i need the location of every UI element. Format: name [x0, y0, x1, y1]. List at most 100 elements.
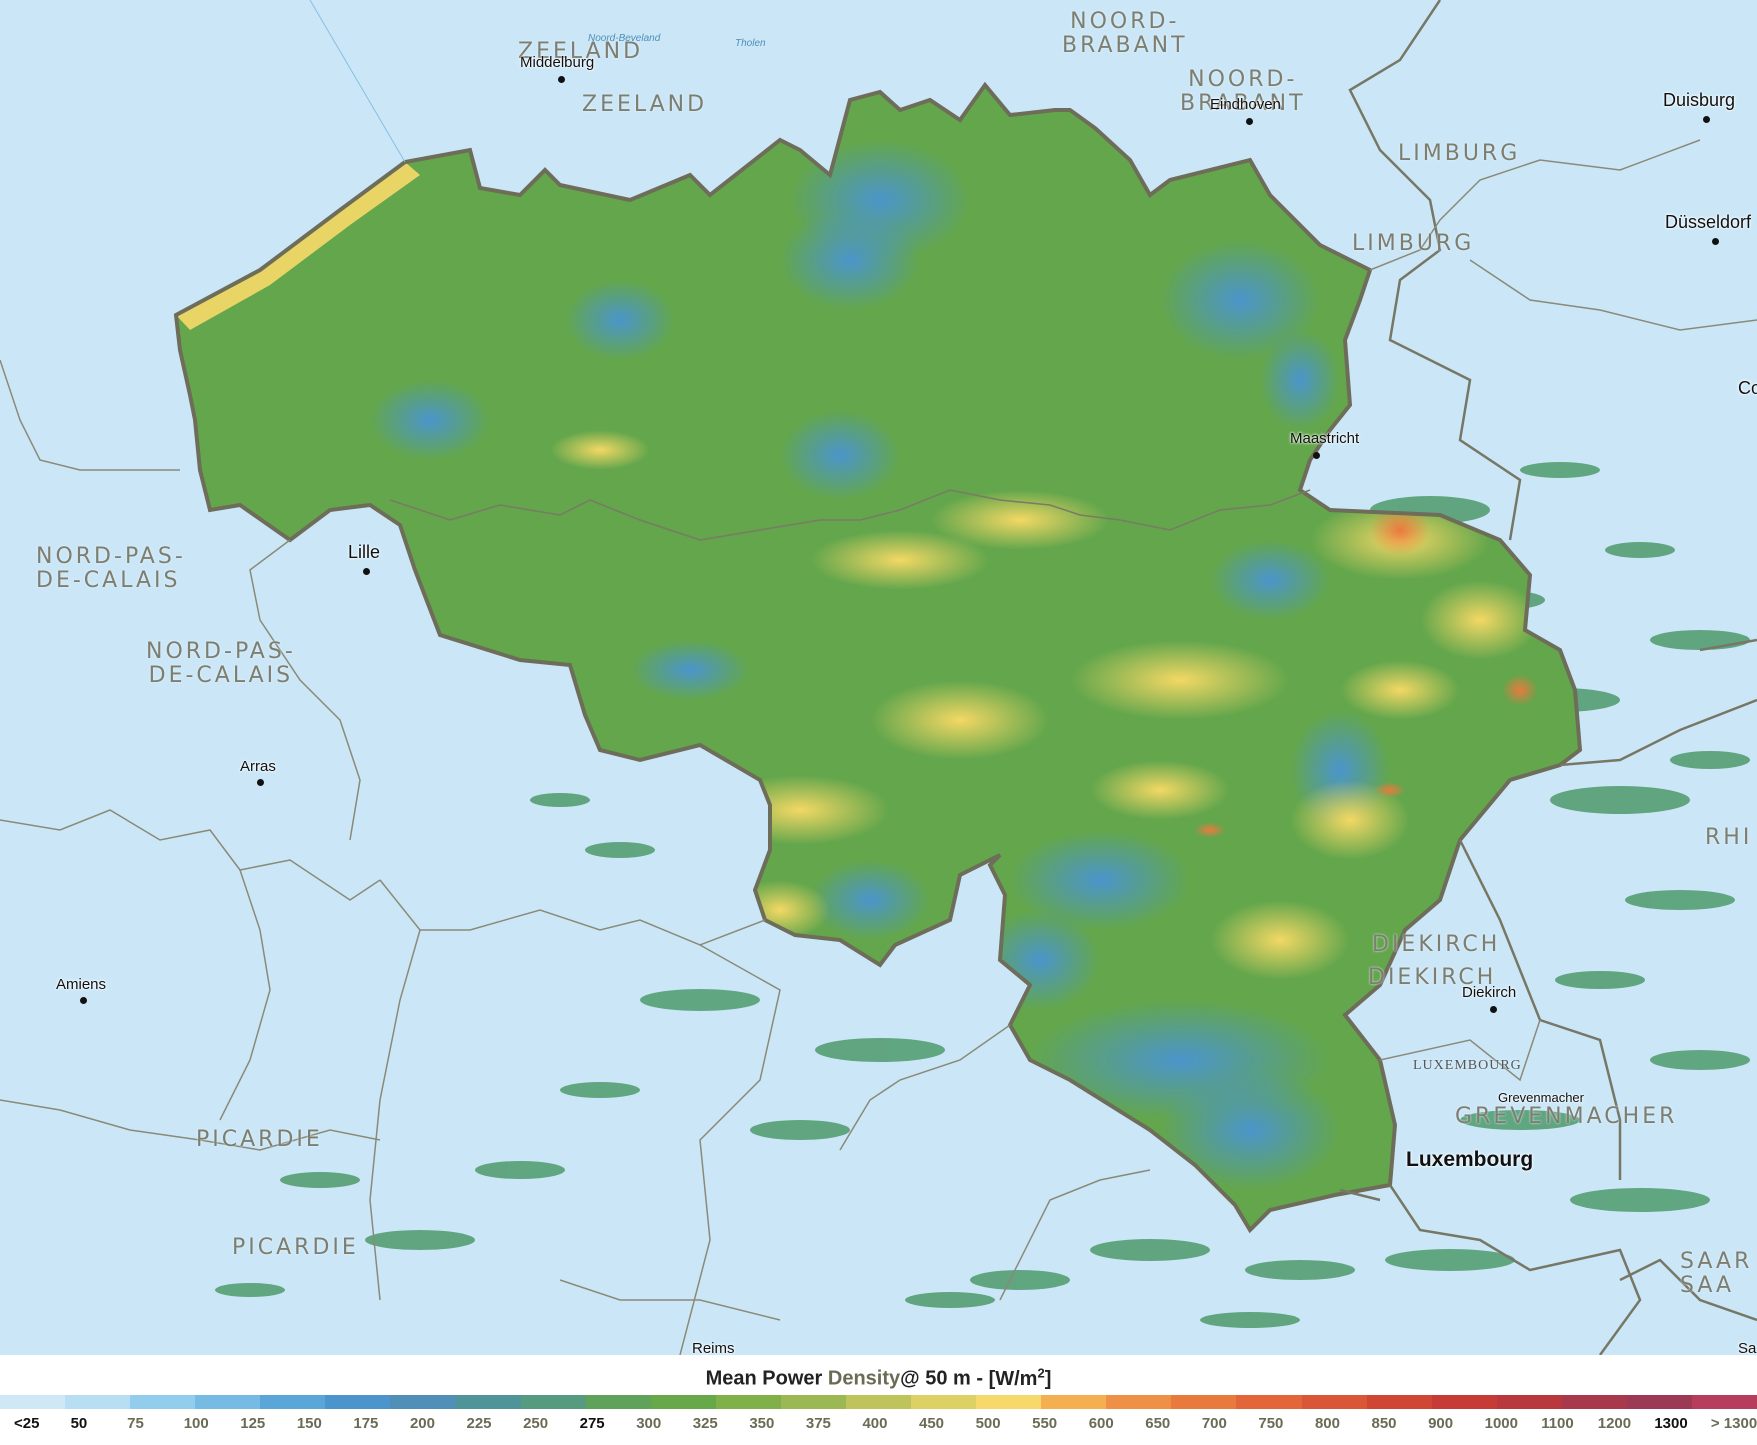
region-label-saar-edge: SAAR SAA [1680, 1249, 1753, 1299]
legend-tick-labels: <25 50 75 100 125 150 175 200 225 250 275 300 325 350… [0, 1415, 1757, 1435]
region-label-grevenmacher: GREVENMACHER [1455, 1104, 1678, 1129]
legend-swatch [1692, 1395, 1757, 1409]
region-label-limburg: LIMBURG [1352, 231, 1475, 256]
region-label-diekirch: DIEKIRCH [1372, 932, 1501, 957]
map-canvas [0, 0, 1757, 1355]
legend-tick-label: > 1300 [1710, 1415, 1757, 1432]
legend-title-part2: Density [827, 1367, 901, 1390]
region-label-picardie: PICARDIE [232, 1235, 359, 1260]
legend-title: Mean Power Density@ 50 m - [W/m2] [0, 1365, 1757, 1391]
legend-swatch [715, 1395, 781, 1409]
legend-swatch [1431, 1395, 1497, 1409]
city-middelburg: Middelburg [520, 54, 594, 83]
region-label-rhein-edge: RHI [1705, 825, 1753, 850]
region-label-nord-pas-de-calais: NORD-PAS- DE-CALAIS [36, 544, 186, 594]
city-arras: Arras [240, 758, 276, 786]
legend-tick-label: 200 [409, 1415, 435, 1432]
region-label-zeeland: ZEELAND [582, 92, 708, 117]
legend-tick-label: 450 [919, 1415, 945, 1432]
region-label-zeeland: ZEELAND [518, 39, 644, 64]
water-label-tholen: Tholen [735, 38, 766, 49]
legend-tick-label: 275 [579, 1415, 605, 1432]
legend-swatch [1366, 1395, 1432, 1409]
legend-tick-label: 225 [466, 1415, 492, 1432]
legend-swatch [260, 1395, 326, 1409]
legend-tick-label: 325 [692, 1415, 718, 1432]
belgium-border [173, 81, 1583, 1234]
legend-swatch [65, 1395, 131, 1409]
legend-swatch [1041, 1395, 1107, 1409]
region-label-luxembourg: LUXEMBOURG [1413, 1058, 1522, 1073]
province-borders [0, 139, 1757, 1355]
legend-swatch [1171, 1395, 1237, 1409]
legend: Mean Power Density@ 50 m - [W/m2] <25 50 7… [0, 1355, 1757, 1445]
legend-tick-label: 800 [1314, 1415, 1340, 1432]
legend-tick-label: 50 [70, 1415, 88, 1432]
wind-power-map[interactable]: ZEELAND ZEELAND NOORD- BRABANT NOORD- BR… [0, 0, 1757, 1355]
legend-swatch [976, 1395, 1042, 1409]
legend-tick-label: 400 [862, 1415, 888, 1432]
legend-tick-label: 1100 [1541, 1415, 1574, 1432]
legend-title-part1: Mean Power [705, 1367, 823, 1390]
region-label-noord-brabant: NOORD- BRABANT [1062, 9, 1188, 59]
regional-boundary [389, 489, 1311, 541]
legend-tick-label: 550 [1032, 1415, 1058, 1432]
legend-tick-label: 900 [1428, 1415, 1454, 1432]
legend-swatch [846, 1395, 912, 1409]
legend-tick-label: 125 [240, 1415, 266, 1432]
legend-swatch [195, 1395, 261, 1409]
legend-swatch [585, 1395, 651, 1409]
legend-swatch [780, 1395, 847, 1409]
city-sa-edge: Sa [1738, 1340, 1757, 1355]
legend-title-part3: @ 50 m - [900, 1367, 984, 1390]
legend-tick-label: 850 [1371, 1415, 1397, 1432]
legend-tick-label: 175 [353, 1415, 379, 1432]
city-eindhoven: Eindhoven [1210, 96, 1281, 125]
legend-swatch [1561, 1395, 1627, 1409]
city-diekirch: Diekirch [1462, 984, 1516, 1013]
city-maastricht: Maastricht [1290, 430, 1359, 459]
city-lille: Lille [348, 542, 380, 575]
region-label-limburg: LIMBURG [1398, 141, 1521, 166]
legend-tick-label: 100 [183, 1415, 209, 1432]
legend-swatch [1106, 1395, 1172, 1409]
legend-tick-label: 750 [1258, 1415, 1284, 1432]
legend-title-unit: [W/m2] [988, 1365, 1052, 1390]
legend-tick-label: 300 [636, 1415, 662, 1432]
coastline-tail [309, 0, 406, 163]
city-reims: Reims [692, 1340, 735, 1355]
legend-tick-label: 650 [1145, 1415, 1171, 1432]
legend-tick-label: 1000 [1484, 1415, 1518, 1432]
legend-swatch [390, 1395, 456, 1409]
legend-tick-label: 150 [296, 1415, 322, 1432]
legend-swatch [1626, 1395, 1693, 1409]
city-duisburg: Duisburg [1663, 90, 1735, 123]
water-label-noord-beveland: Noord-Beveland [588, 33, 661, 44]
legend-tick-label: 250 [523, 1415, 549, 1432]
city-grevenmacher: Grevenmacher [1498, 1090, 1584, 1105]
legend-tick-label: 75 [127, 1415, 144, 1432]
legend-tick-label: 700 [1201, 1415, 1227, 1432]
region-label-picardie: PICARDIE [196, 1127, 323, 1152]
legend-tick-label: 350 [749, 1415, 775, 1432]
region-label-nord-pas-de-calais: NORD-PAS- DE-CALAIS [146, 639, 296, 689]
region-label-noord-brabant: NOORD- BRABANT [1180, 67, 1306, 117]
legend-tick-label: 1200 [1597, 1415, 1632, 1432]
legend-swatch [911, 1395, 977, 1409]
city-cologne-edge: Co [1738, 378, 1757, 398]
city-luxembourg: Luxembourg [1406, 1148, 1534, 1171]
legend-color-bar [0, 1395, 1757, 1409]
legend-swatch [1236, 1395, 1302, 1409]
legend-swatch [455, 1395, 521, 1409]
legend-swatch [1301, 1395, 1367, 1409]
legend-tick-label: 375 [805, 1415, 831, 1432]
legend-swatch [520, 1395, 586, 1409]
region-label-diekirch: DIEKIRCH [1368, 965, 1497, 990]
forest-patches [215, 462, 1750, 1328]
legend-swatch [325, 1395, 391, 1409]
legend-swatch [650, 1395, 716, 1409]
city-amiens: Amiens [56, 976, 106, 1004]
legend-tick-label: 600 [1088, 1415, 1114, 1432]
legend-swatch [0, 1395, 66, 1409]
legend-tick-label: 500 [975, 1415, 1001, 1432]
